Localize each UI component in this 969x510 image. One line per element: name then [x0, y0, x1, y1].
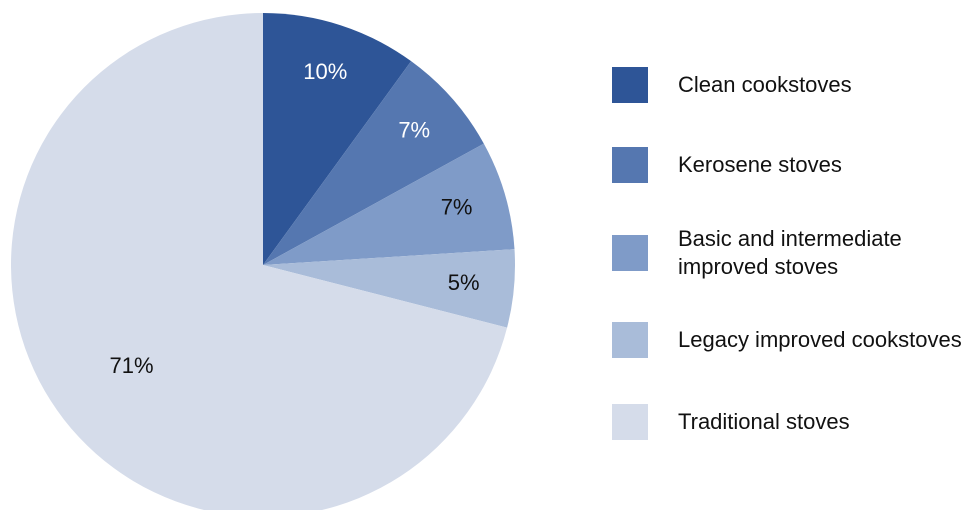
legend-label: Clean cookstoves — [678, 72, 852, 97]
data-label: 7% — [398, 117, 430, 142]
legend-swatch — [612, 322, 648, 358]
pie-slice — [11, 13, 508, 510]
legend-item: Traditional stoves — [612, 404, 969, 440]
pie-area: 10% 7% 7% 5% 71% — [11, 13, 515, 510]
legend-swatch — [612, 235, 648, 271]
data-label: 71% — [110, 353, 154, 378]
legend-item: Basic and intermediate improved stoves — [612, 225, 969, 281]
legend-label: Traditional stoves — [678, 409, 850, 434]
legend-item: Clean cookstoves — [612, 67, 969, 103]
pie-slice — [263, 13, 412, 265]
legend-item: Legacy improved cookstoves — [612, 322, 969, 358]
legend-swatch — [612, 147, 648, 183]
pie-slice — [263, 249, 515, 328]
data-label: 10% — [303, 59, 347, 84]
data-label: 7% — [441, 195, 473, 220]
pie-slice — [263, 61, 484, 265]
legend-label: Legacy improved cookstoves — [678, 327, 962, 352]
pie-slice — [263, 143, 515, 265]
legend-item: Kerosene stoves — [612, 147, 969, 183]
legend-swatch — [612, 404, 648, 440]
legend-label: Kerosene stoves — [678, 152, 842, 177]
legend-swatch — [612, 67, 648, 103]
legend-label: Basic and intermediate improved stoves — [678, 226, 902, 279]
data-label: 5% — [448, 270, 480, 295]
